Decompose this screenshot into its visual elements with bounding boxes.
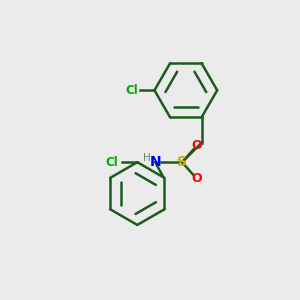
Text: O: O [192, 172, 202, 185]
Text: O: O [192, 139, 202, 152]
Text: S: S [177, 155, 187, 169]
Text: Cl: Cl [126, 84, 139, 97]
Text: N: N [149, 155, 161, 169]
Text: H: H [143, 153, 151, 163]
Text: Cl: Cl [106, 156, 118, 169]
